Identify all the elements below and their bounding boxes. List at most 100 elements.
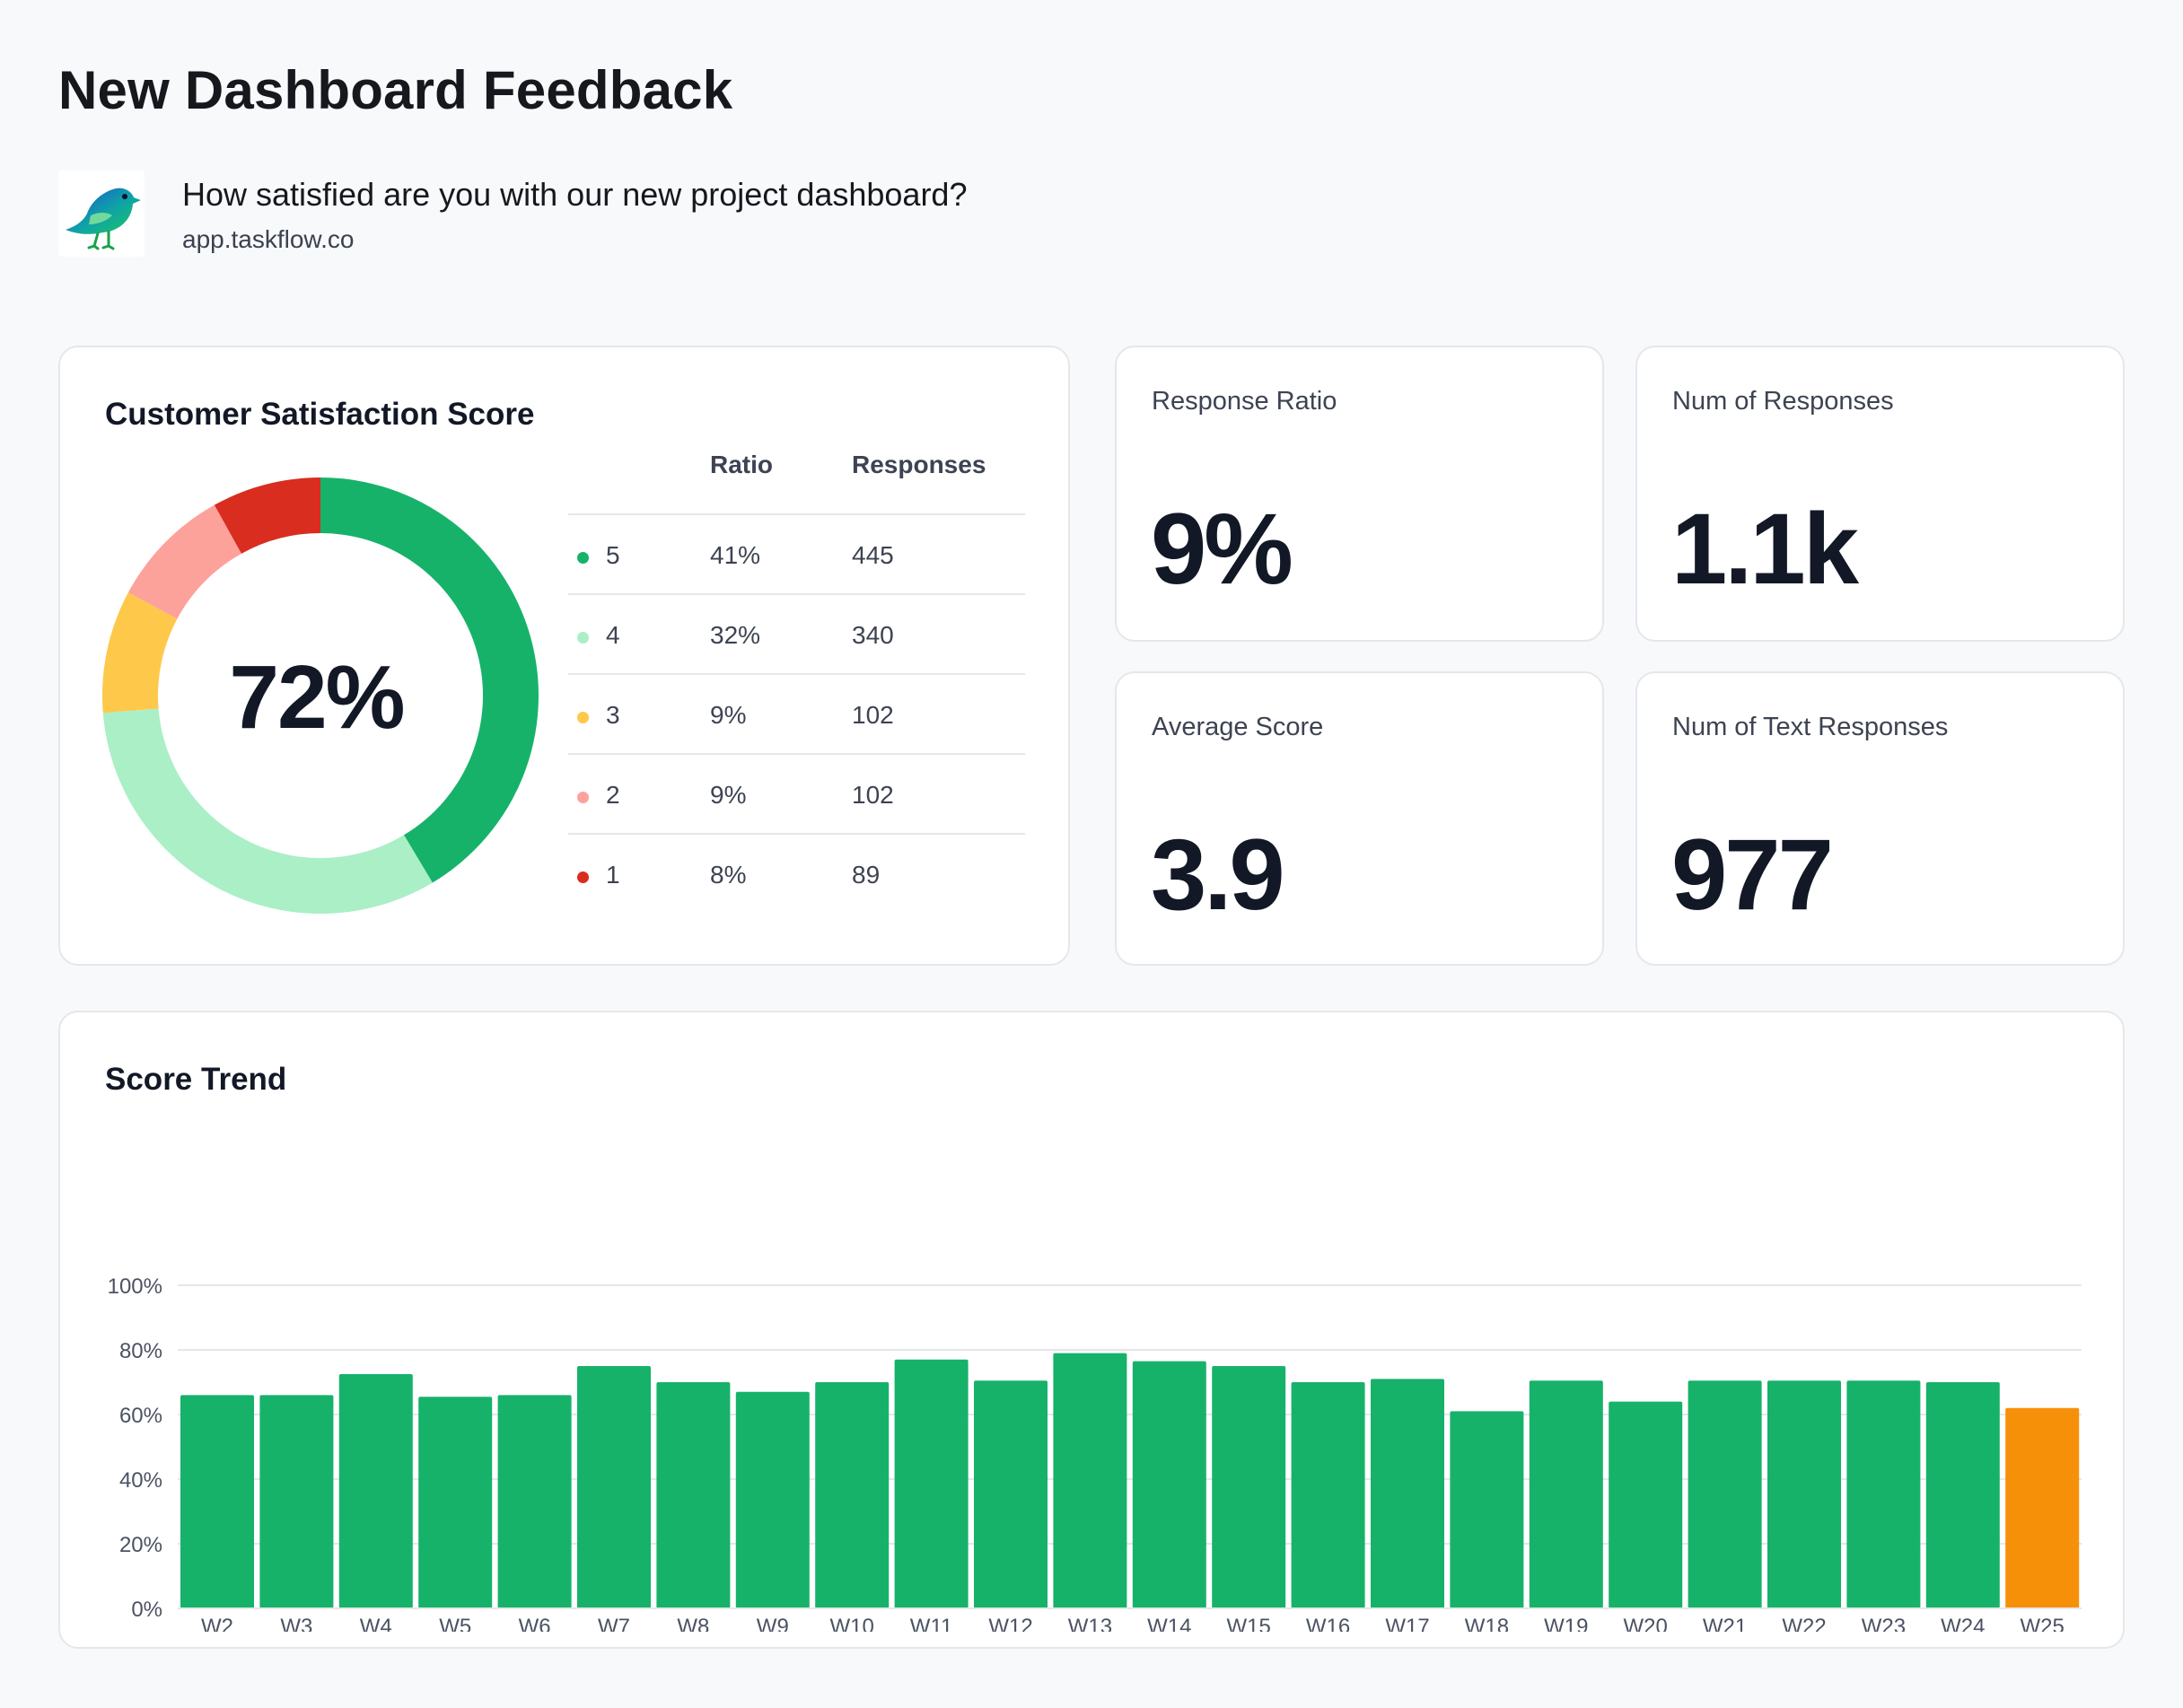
y-tick-label: 80%: [119, 1339, 162, 1363]
bar-W8: [656, 1382, 731, 1608]
table-row: 1 8% 89: [568, 835, 1025, 915]
score-dot-icon: [577, 632, 589, 644]
x-tick-label: W6: [519, 1615, 551, 1632]
x-tick-label: W4: [360, 1615, 392, 1632]
bar-W22: [1767, 1380, 1841, 1608]
bar-W25: [2005, 1407, 2080, 1608]
donut-slice-4: [102, 708, 433, 914]
stat-value: 9%: [1151, 493, 1293, 605]
num-responses-card: Num of Responses 1.1k: [1635, 346, 2125, 642]
score-dot-icon: [577, 872, 589, 883]
score-dot-icon: [577, 552, 589, 564]
x-tick-label: W23: [1862, 1615, 1906, 1632]
stat-label: Average Score: [1152, 713, 1324, 741]
x-tick-label: W16: [1306, 1615, 1350, 1632]
table-row: 2 9% 102: [568, 755, 1025, 835]
score-trend-chart: 0% 20% 40% 60% 80% 100% W2 W3 W4 W5 W6 W7 W8 W9 W10 W11…: [108, 1274, 2082, 1632]
average-score-card: Average Score 3.9: [1115, 671, 1604, 966]
bar-W9: [735, 1391, 810, 1608]
donut-slice-3: [102, 592, 178, 714]
bar-W2: [180, 1395, 254, 1608]
ratio-value: 41%: [710, 541, 761, 569]
csat-score: 72%: [229, 647, 405, 748]
x-tick-label: W5: [439, 1615, 471, 1632]
x-tick-label: W8: [677, 1615, 709, 1632]
stat-label: Num of Responses: [1672, 387, 1894, 416]
bar-W4: [338, 1374, 413, 1608]
responses-value: 445: [852, 541, 894, 569]
bar-W7: [577, 1366, 651, 1608]
y-tick-label: 20%: [119, 1533, 162, 1557]
x-tick-label: W11: [910, 1615, 953, 1632]
response-ratio-card: Response Ratio 9%: [1115, 346, 1604, 642]
responses-value: 102: [852, 701, 894, 729]
score-label: 2: [606, 781, 620, 809]
survey-domain: app.taskflow.co: [182, 225, 355, 253]
x-tick-label: W9: [757, 1615, 789, 1632]
x-tick-label: W7: [598, 1615, 630, 1632]
stat-value: 1.1k: [1671, 493, 1859, 605]
csat-card: Customer Satisfaction Score 72% Ratio Re…: [58, 346, 1070, 966]
y-tick-label: 60%: [119, 1404, 162, 1428]
responses-value: 340: [852, 621, 894, 649]
score-trend-title: Score Trend: [105, 1062, 287, 1097]
table-row: 5 41% 445: [568, 515, 1025, 595]
bar-W24: [1925, 1382, 2000, 1608]
x-tick-label: W18: [1465, 1615, 1509, 1632]
y-tick-label: 40%: [119, 1468, 162, 1493]
x-tick-label: W21: [1703, 1615, 1747, 1632]
x-tick-label: W22: [1782, 1615, 1826, 1632]
ratio-value: 8%: [710, 861, 747, 889]
x-tick-label: W24: [1941, 1615, 1985, 1632]
survey-question: How satisfied are you with our new proje…: [182, 176, 968, 213]
x-tick-label: W25: [2021, 1615, 2065, 1632]
bar-W17: [1371, 1379, 1444, 1608]
bar-W13: [1053, 1353, 1127, 1608]
bird-logo-icon: [58, 171, 145, 257]
y-tick-label: 0%: [131, 1598, 162, 1622]
bar-W20: [1609, 1401, 1683, 1608]
x-tick-label: W3: [280, 1615, 312, 1632]
stat-value: 3.9: [1151, 819, 1285, 931]
bar-W15: [1212, 1366, 1286, 1608]
x-tick-label: W12: [988, 1615, 1032, 1632]
bar-W3: [259, 1395, 334, 1608]
bar-W23: [1846, 1380, 1921, 1608]
csat-table-header: Ratio Responses: [568, 435, 1025, 515]
num-text-responses-card: Num of Text Responses 977: [1635, 671, 2125, 966]
score-label: 4: [606, 621, 620, 649]
ratio-value: 32%: [710, 621, 761, 649]
x-tick-label: W15: [1227, 1615, 1271, 1632]
donut-slice-2: [127, 504, 241, 619]
responses-value: 102: [852, 781, 894, 809]
bar-W18: [1450, 1411, 1524, 1608]
score-label: 3: [606, 701, 620, 729]
bar-W19: [1529, 1380, 1603, 1608]
ratio-header: Ratio: [710, 451, 773, 478]
csat-title: Customer Satisfaction Score: [105, 397, 535, 432]
bar-W14: [1132, 1361, 1206, 1608]
page-title: New Dashboard Feedback: [58, 60, 733, 120]
bar-W16: [1291, 1382, 1365, 1608]
x-tick-label: W14: [1147, 1615, 1191, 1632]
score-label: 1: [606, 861, 620, 889]
score-trend-card: Score Trend 0% 20% 40% 60% 80% 100% W2 W3 W4 W5 W6…: [58, 1011, 2125, 1649]
donut-slice-5: [320, 477, 539, 883]
responses-value: 89: [852, 861, 881, 889]
responses-header: Responses: [852, 451, 986, 478]
bar-W21: [1688, 1380, 1762, 1608]
bar-W6: [497, 1395, 572, 1608]
table-row: 4 32% 340: [568, 595, 1025, 675]
x-tick-label: W19: [1544, 1615, 1588, 1632]
x-tick-label: W2: [201, 1615, 233, 1632]
x-tick-label: W20: [1624, 1615, 1668, 1632]
stat-value: 977: [1671, 819, 1834, 931]
donut-slice-1: [214, 477, 320, 554]
csat-table: Ratio Responses 5 41% 445 4 32% 340 3 9%…: [568, 435, 1025, 915]
csat-donut-chart: [102, 477, 539, 914]
ratio-value: 9%: [710, 781, 747, 809]
x-tick-label: W17: [1385, 1615, 1429, 1632]
x-tick-label: W10: [830, 1615, 874, 1632]
score-dot-icon: [577, 792, 589, 803]
table-row: 3 9% 102: [568, 675, 1025, 755]
